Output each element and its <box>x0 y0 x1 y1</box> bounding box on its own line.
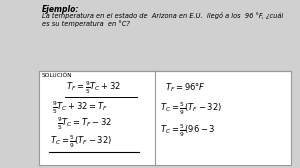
Text: $T_F = \frac{9}{5}T_C + 32$: $T_F = \frac{9}{5}T_C + 32$ <box>66 80 121 96</box>
Text: $T_C = \frac{5}{9}(T_F - 32)$: $T_C = \frac{5}{9}(T_F - 32)$ <box>160 100 223 117</box>
Text: Ejemplo:: Ejemplo: <box>42 5 80 14</box>
Text: $\frac{9}{5}T_C + 32 = T_F$: $\frac{9}{5}T_C + 32 = T_F$ <box>52 99 109 116</box>
Text: La temperatura en el estado de  Arizona en E.U.  llegó a los  96 °F, ¿cuál
es su: La temperatura en el estado de Arizona e… <box>42 12 283 27</box>
Text: $\frac{9}{5}T_C = T_F - 32$: $\frac{9}{5}T_C = T_F - 32$ <box>57 115 112 132</box>
Text: $T_C = \frac{5}{9}(96 - 3$: $T_C = \frac{5}{9}(96 - 3$ <box>160 123 216 139</box>
Text: $T_C = \frac{5}{9}(T_F - 32)$: $T_C = \frac{5}{9}(T_F - 32)$ <box>50 134 112 150</box>
Text: SOLUCIÓN: SOLUCIÓN <box>42 73 73 78</box>
Bar <box>39 71 291 165</box>
Text: $T_F = 96°F$: $T_F = 96°F$ <box>165 82 206 94</box>
